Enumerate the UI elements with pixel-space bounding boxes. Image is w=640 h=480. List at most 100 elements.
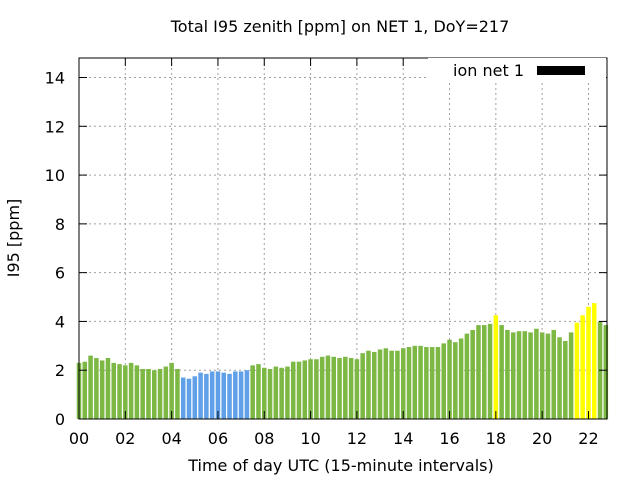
bar: [366, 350, 371, 419]
x-tick-label: 18: [486, 429, 506, 448]
x-tick-label: 22: [578, 429, 598, 448]
bar: [337, 358, 342, 419]
bar: [424, 347, 429, 419]
bar: [279, 367, 284, 419]
bar: [372, 351, 377, 419]
axis-ticks: [78, 58, 607, 420]
legend: ion net 1: [428, 58, 606, 83]
bar: [157, 368, 163, 419]
bar: [516, 331, 522, 419]
bar: [238, 371, 244, 419]
bar: [487, 323, 493, 419]
bar: [447, 339, 452, 419]
bar: [557, 337, 562, 419]
x-tick-label: 06: [208, 429, 228, 448]
y-tick-label: 2: [55, 361, 65, 380]
bar: [227, 373, 232, 419]
y-tick-label: 4: [55, 312, 65, 331]
y-tick-label: 10: [45, 166, 65, 185]
bar: [441, 343, 446, 419]
bar: [482, 325, 487, 419]
bar: [186, 378, 192, 419]
x-tick-label: 10: [300, 429, 320, 448]
bar: [603, 325, 609, 419]
bar: [539, 332, 545, 419]
grid-lines: [79, 58, 607, 419]
legend-swatch: [537, 66, 585, 75]
bars: [76, 303, 609, 419]
bar: [290, 361, 296, 419]
x-tick-label: 12: [347, 429, 367, 448]
y-tick-label: 6: [55, 264, 65, 283]
bar: [534, 328, 539, 419]
bar: [331, 356, 336, 419]
bar: [470, 329, 475, 419]
bar: [563, 340, 568, 419]
bar: [522, 331, 528, 419]
x-tick-label: 02: [115, 429, 135, 448]
x-tick-label: 14: [393, 429, 413, 448]
bar: [82, 361, 88, 419]
bar: [111, 362, 116, 419]
bar: [285, 366, 290, 419]
bar: [192, 376, 198, 419]
bar: [146, 368, 151, 419]
bar: [505, 329, 510, 419]
bar: [198, 372, 203, 419]
bar: [592, 303, 597, 419]
bar: [204, 373, 209, 419]
bar: [180, 377, 186, 419]
bar: [580, 315, 585, 419]
bar: [429, 347, 435, 419]
bar: [233, 371, 238, 419]
bar: [175, 368, 180, 419]
bar: [568, 332, 574, 419]
bar: [140, 368, 145, 419]
bar: [377, 349, 383, 419]
y-tick-label: 8: [55, 215, 65, 234]
y-tick-label: 0: [55, 410, 65, 429]
bar: [493, 315, 499, 419]
bar: [464, 333, 470, 419]
bar: [105, 358, 111, 419]
bar: [267, 368, 273, 419]
bar: [412, 345, 418, 419]
bar: [586, 306, 591, 419]
bar: [256, 364, 261, 419]
legend-label: ion net 1: [453, 61, 524, 80]
bar: [308, 359, 313, 419]
bar: [314, 359, 319, 419]
x-tick-labels: 00 02 04 06 08 10 12 14 16 18 20 22: [69, 429, 599, 448]
bar: [528, 332, 533, 419]
bar: [418, 345, 423, 419]
bar: [250, 365, 255, 419]
bar: [152, 370, 157, 419]
bar: [348, 358, 354, 419]
bar: [117, 364, 122, 419]
bar: [499, 325, 504, 419]
bar: [221, 372, 226, 419]
bar: [163, 366, 169, 419]
y-axis-label: I95 [ppm]: [4, 199, 23, 278]
x-tick-label: 16: [439, 429, 459, 448]
x-tick-label: 00: [69, 429, 89, 448]
bar: [545, 333, 551, 419]
bar: [88, 355, 93, 419]
bar: [476, 325, 481, 419]
bar: [406, 347, 412, 419]
bar: [325, 355, 331, 419]
bar: [389, 350, 394, 419]
bar: [134, 365, 140, 419]
bar: [551, 329, 556, 419]
x-axis-label: Time of day UTC (15-minute intervals): [187, 456, 494, 475]
plot-frame: [78, 57, 608, 420]
bar: [458, 338, 464, 419]
y-tick-label: 14: [45, 69, 65, 88]
bar: [215, 371, 221, 419]
chart-title: Total I95 zenith [ppm] on NET 1, DoY=217: [170, 17, 510, 36]
bar: [302, 360, 308, 419]
bar: [383, 348, 389, 419]
bar: [574, 322, 580, 419]
bar: [99, 360, 105, 419]
